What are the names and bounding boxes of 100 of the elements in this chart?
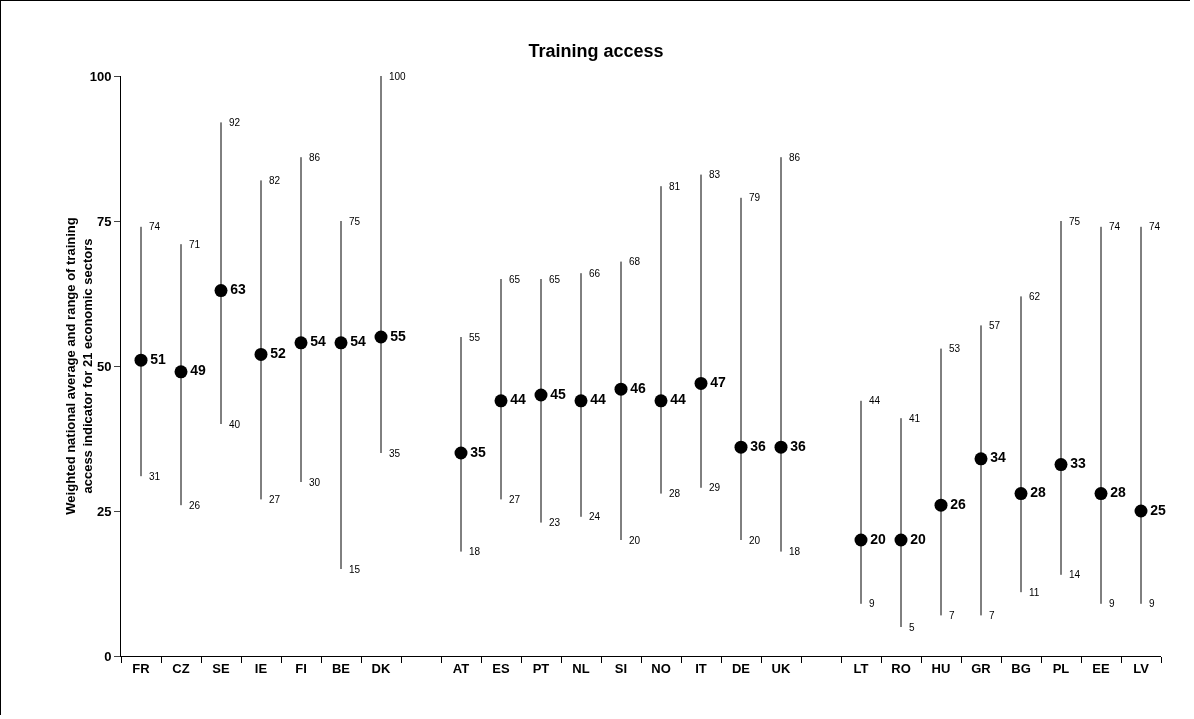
data-label: 63 [230, 281, 246, 298]
data-label: 26 [950, 495, 966, 512]
annotation: 18 [469, 546, 481, 557]
x-tick-label: UK [771, 660, 791, 676]
annotation: 53 [949, 343, 961, 354]
data-label: 44 [670, 391, 686, 408]
annotation: 7 [949, 610, 955, 621]
x-tick-label: HU [931, 660, 951, 676]
point [214, 284, 228, 298]
data-label: 35 [470, 443, 486, 460]
annotation: 27 [509, 494, 521, 505]
x-tick-label: ES [492, 660, 510, 676]
annotation: 44 [869, 395, 881, 406]
annotation: 74 [149, 221, 161, 232]
x-tick-label: PL [1052, 660, 1070, 676]
annotation: 31 [149, 471, 161, 482]
point [774, 440, 788, 454]
x-tick-label: DE [731, 660, 751, 676]
point [734, 440, 748, 454]
annotation: 29 [709, 482, 721, 493]
data-label: 54 [310, 333, 326, 350]
x-tick-label: EE [1092, 660, 1110, 676]
annotation: 35 [389, 448, 401, 459]
annotation: 28 [669, 488, 681, 499]
data-label: 44 [590, 391, 606, 408]
point [494, 394, 508, 408]
annotation: 9 [1109, 598, 1115, 609]
annotation: 11 [1029, 587, 1040, 598]
point [174, 365, 188, 379]
annotation: 86 [789, 152, 801, 163]
point [1014, 487, 1028, 501]
annotation: 30 [309, 477, 321, 488]
data-label: 47 [710, 373, 726, 390]
data-label: 55 [390, 327, 406, 344]
x-tick-label: CZ [172, 660, 190, 676]
annotation: 15 [349, 564, 361, 575]
data-label: 45 [550, 385, 566, 402]
annotation: 26 [189, 500, 201, 511]
annotation: 81 [669, 181, 681, 192]
annotation: 65 [549, 274, 561, 285]
point [1134, 504, 1148, 518]
annotation: 41 [909, 413, 921, 424]
point [974, 452, 988, 466]
point [454, 446, 468, 460]
annotation: 62 [1029, 291, 1041, 302]
point [1094, 487, 1108, 501]
annotation: 55 [469, 332, 481, 343]
chart-title: Training access [528, 40, 664, 61]
point [694, 376, 708, 390]
point [334, 336, 348, 350]
point [854, 533, 868, 547]
x-tick-label: NL [572, 660, 590, 676]
annotation: 40 [229, 419, 241, 430]
x-tick-label: NO [651, 660, 671, 676]
data-label: 44 [510, 391, 526, 408]
annotation: 24 [589, 511, 601, 522]
data-label: 46 [630, 379, 646, 396]
point [534, 388, 548, 402]
data-label: 52 [270, 344, 286, 361]
y-tick-label: 50 [96, 358, 112, 374]
annotation: 57 [989, 320, 1001, 331]
annotation: 74 [1149, 221, 1161, 232]
point [934, 498, 948, 512]
y-tick-label: 0 [104, 648, 112, 664]
data-label: 54 [350, 333, 366, 350]
data-label: 36 [790, 437, 806, 454]
data-label: 33 [1070, 455, 1086, 472]
annotation: 14 [1069, 569, 1081, 580]
point [254, 347, 268, 361]
data-label: 49 [190, 362, 206, 379]
x-tick-label: DK [371, 660, 391, 676]
x-tick-label: SI [614, 660, 628, 676]
point [1054, 458, 1068, 472]
data-label: 36 [750, 437, 766, 454]
x-tick-label: BG [1011, 660, 1031, 676]
x-tick-label: AT [452, 660, 470, 676]
data-label: 28 [1030, 484, 1046, 501]
annotation: 71 [189, 239, 201, 250]
x-tick-label: IT [695, 660, 707, 676]
point [654, 394, 668, 408]
annotation: 18 [789, 546, 801, 557]
annotation: 83 [709, 169, 721, 180]
annotation: 66 [589, 268, 601, 279]
annotation: 20 [629, 535, 641, 546]
x-tick-label: LT [853, 660, 869, 676]
point [294, 336, 308, 350]
x-tick-label: SE [212, 660, 230, 676]
data-label: 20 [870, 530, 886, 547]
x-tick-label: IE [254, 660, 268, 676]
data-label: 25 [1150, 501, 1166, 518]
y-tick-label: 100 [89, 68, 112, 84]
y-tick-label: 75 [96, 213, 112, 229]
annotation: 86 [309, 152, 321, 163]
data-label: 28 [1110, 484, 1126, 501]
data-label: 20 [910, 530, 926, 547]
x-tick-label: LV [1133, 660, 1150, 676]
annotation: 20 [749, 535, 761, 546]
x-tick-label: FI [295, 660, 307, 676]
x-tick-label: FR [132, 660, 151, 676]
point [894, 533, 908, 547]
